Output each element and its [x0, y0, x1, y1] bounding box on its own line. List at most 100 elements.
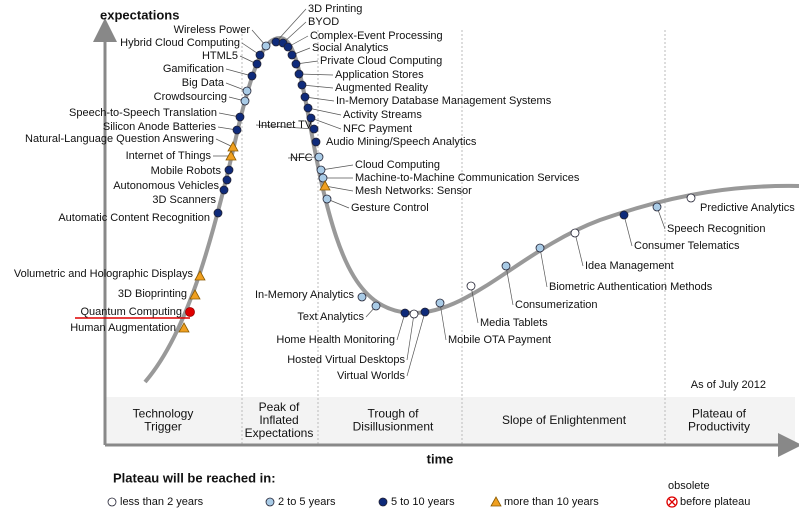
node-label: In-Memory Database Management Systems [336, 95, 552, 107]
phase-band [105, 397, 795, 445]
node-label: Consumer Telematics [634, 240, 740, 252]
marker-triangle [490, 496, 502, 507]
note: As of July 2012 [691, 379, 766, 391]
marker-circle [294, 69, 304, 79]
node-label: Home Health Monitoring [276, 334, 395, 346]
legend-obsolete-x [668, 498, 676, 506]
leader-line [287, 156, 320, 159]
marker-circle [232, 125, 242, 135]
marker-circle [371, 301, 381, 311]
marker-circle [247, 71, 257, 81]
leader-line [255, 124, 315, 130]
phase-label: Disillusionment [353, 420, 434, 434]
marker-circle [213, 208, 223, 218]
marker-circle [261, 41, 271, 51]
phase-label: Productivity [688, 420, 750, 434]
leader-line [215, 138, 234, 148]
leader-line [275, 8, 307, 43]
legend-label: 2 to 5 years [278, 496, 336, 508]
phase-label: Trough of [368, 407, 420, 421]
leader-line [320, 164, 354, 171]
leader-line [505, 265, 514, 306]
marker-circle [466, 281, 476, 291]
leader-line [406, 313, 415, 361]
node-label: Gesture Control [351, 202, 429, 214]
marker-circle [409, 309, 419, 319]
marker-circle [297, 80, 307, 90]
node-label: Predictive Analytics [700, 202, 795, 214]
node-label: Natural-Language Question Answering [25, 133, 214, 145]
phase-label: Peak of [259, 400, 300, 414]
leader-line [310, 117, 342, 130]
node-label: Media Tablets [480, 317, 548, 329]
node-label: Consumerization [515, 299, 598, 311]
marker-circle [686, 193, 696, 203]
node-label: Wireless Power [174, 24, 251, 36]
node-label: Hosted Virtual Desktops [287, 354, 405, 366]
marker-circle [322, 194, 332, 204]
marker-circle [283, 42, 293, 52]
marker-triangle [227, 141, 239, 152]
leader-line [304, 96, 335, 102]
phase-label: Trigger [144, 420, 182, 434]
node-label: Audio Mining/Speech Analytics [326, 136, 477, 148]
marker-circle [222, 175, 232, 185]
marker-circle [107, 497, 117, 507]
legend-label: before plateau [680, 496, 750, 508]
node-label: 3D Bioprinting [118, 288, 187, 300]
leader-line [470, 285, 479, 324]
node-label: 3D Printing [308, 3, 362, 15]
marker-circle [652, 202, 662, 212]
marker-circle [300, 92, 310, 102]
leader-line [439, 302, 447, 341]
marker-circle [265, 497, 275, 507]
marker-circle [570, 228, 580, 238]
marker-circle [378, 497, 388, 507]
node-label: Private Cloud Computing [320, 55, 442, 67]
node-label: Mobile Robots [151, 165, 222, 177]
marker-circle [235, 112, 245, 122]
marker-circle [219, 185, 229, 195]
leader-line [396, 312, 406, 341]
marker-circle [306, 113, 316, 123]
node-label: Application Stores [335, 69, 424, 81]
leader-line [307, 107, 342, 116]
leader-line [623, 214, 633, 247]
marker-circle [242, 86, 252, 96]
node-label: HTML5 [202, 50, 238, 62]
node-label: Virtual Worlds [337, 370, 406, 382]
node-label: Hybrid Cloud Computing [120, 37, 240, 49]
legend-obsolete: obsolete [668, 480, 710, 492]
marker-circle [420, 307, 430, 317]
legend-label: 5 to 10 years [391, 496, 455, 508]
y-axis-label: expectations [100, 7, 179, 22]
node-label: NFC [290, 152, 313, 164]
marker-triangle [189, 289, 201, 300]
legend-label: more than 10 years [504, 496, 599, 508]
node-label: Cloud Computing [355, 159, 440, 171]
marker-circle [357, 292, 367, 302]
marker-circle [314, 152, 324, 162]
node-label: Internet TV [258, 119, 313, 131]
marker-circle [303, 103, 313, 113]
marker-circle [287, 50, 297, 60]
node-label: Volumetric and Holographic Displays [14, 268, 194, 280]
marker-circle [316, 165, 326, 175]
node-label: Activity Streams [343, 109, 422, 121]
node-label: Mobile OTA Payment [448, 334, 551, 346]
node-label: In-Memory Analytics [255, 289, 355, 301]
leader-line [282, 21, 307, 44]
phase-label: Technology [133, 407, 194, 421]
marker-circle [291, 59, 301, 69]
legend-label: less than 2 years [120, 496, 204, 508]
node-label: BYOD [308, 16, 339, 28]
node-label: Crowdsourcing [154, 91, 227, 103]
node-label: 3D Scanners [152, 194, 216, 206]
marker-circle [400, 308, 410, 318]
marker-circle [252, 59, 262, 69]
node-label: Automatic Content Recognition [58, 212, 210, 224]
marker-circle [501, 261, 511, 271]
marker-circle [535, 243, 545, 253]
node-label: Silicon Anode Batteries [103, 121, 217, 133]
